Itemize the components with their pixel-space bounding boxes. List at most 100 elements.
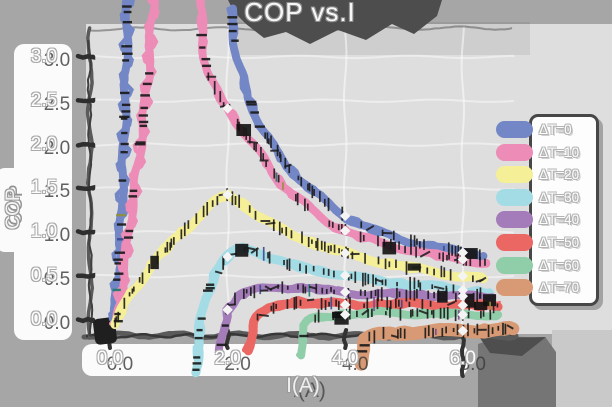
diamond-marker [222, 251, 233, 263]
legend-label: ΔT=20 [539, 167, 580, 183]
y-tick-band-bg [14, 44, 72, 340]
corner-panel [552, 330, 612, 407]
y-tick-label: 0.0 [30, 309, 58, 330]
legend-label: ΔT=0 [539, 122, 572, 137]
grid-h [87, 230, 515, 235]
legend-label: ΔT=40 [539, 212, 580, 228]
legend-item: ΔT=10 [496, 141, 579, 164]
legend-label: ΔT=50 [539, 235, 580, 250]
error-cap [258, 313, 269, 317]
diamond-marker [457, 300, 468, 311]
error-cap [247, 140, 259, 145]
legend-item: ΔT=50 [496, 231, 579, 254]
x-tick-band-bg [82, 344, 468, 376]
error-cap [506, 324, 514, 330]
legend-swatch [496, 121, 533, 138]
legend-swatch [496, 166, 533, 184]
grid-h [87, 54, 515, 60]
y-tick-mark [75, 229, 96, 236]
y-tick-mark [75, 53, 96, 60]
series-line-dt-10 [109, 0, 491, 329]
x-axis-label: I(A) [286, 374, 320, 397]
corner-shadow-dark [480, 337, 546, 356]
diamond-marker [340, 309, 351, 320]
legend-swatch [496, 256, 533, 274]
legend-swatch [496, 143, 533, 161]
grid-v [343, 25, 348, 333]
diamond-marker [457, 309, 468, 320]
error-blob [463, 248, 478, 259]
legend-item: ΔT=30 [496, 186, 579, 209]
y-axis-label: COP [3, 188, 24, 230]
legend-label: ΔT=30 [539, 189, 580, 205]
diamond-marker [222, 103, 233, 114]
y-tick-mark [75, 184, 96, 192]
error-bars [112, 5, 514, 371]
y-tick-label: 1.0 [30, 221, 58, 243]
legend-box [529, 114, 599, 306]
diamond-marker [340, 286, 351, 298]
title-shadow-blob [228, 0, 442, 44]
error-blob [382, 241, 397, 255]
legend-label: ΔT=70 [539, 280, 580, 296]
diamond-marker [457, 325, 468, 337]
y-tick-mark [75, 97, 96, 104]
legend-swatch [496, 188, 533, 206]
error-blob [474, 301, 488, 311]
x-tick-label: 6.0 [449, 348, 477, 369]
diamond-marker [340, 225, 351, 236]
error-cap [390, 334, 399, 339]
diamond-marker [457, 284, 468, 296]
error-cap [245, 246, 256, 251]
grid-h [87, 98, 515, 103]
error-blob [235, 243, 249, 257]
error-cap [374, 278, 384, 283]
legend-item: ΔT=60 [496, 254, 579, 277]
legend-item: ΔT=20 [496, 163, 579, 186]
diamond-marker [340, 299, 351, 310]
y-tick-label: 3.0 [30, 45, 58, 67]
series-lines [108, 0, 520, 378]
y-tick-label: 2.0 [30, 133, 58, 155]
error-blob [437, 290, 448, 303]
y-tick-label: 0.5 [30, 265, 58, 287]
diamond-marker [457, 270, 468, 282]
legend-label: ΔT=10 [539, 144, 580, 160]
diamond-marker [457, 254, 468, 265]
x-tick-mark [341, 328, 349, 350]
error-cap [447, 300, 456, 306]
y-tick-label: 2.5 [30, 89, 58, 111]
diamond-marker [222, 189, 233, 200]
error-cap [478, 276, 487, 283]
series-line-dt-30 [191, 242, 494, 378]
x-tick-label: 4.0 [331, 348, 359, 369]
legend-swatch [496, 211, 533, 229]
legend-label: ΔT=60 [539, 257, 580, 273]
series-line-dt-50 [241, 295, 503, 356]
error-cap [419, 250, 431, 258]
y-axis-label-bg [0, 168, 22, 252]
error-cap [306, 298, 315, 302]
diamond-marker [340, 270, 351, 281]
error-cap [365, 224, 375, 232]
y-tick-mark [75, 142, 96, 148]
y-tick-label: 1.5 [30, 177, 58, 199]
chart-title: COP vs.I [244, 0, 356, 27]
grid-v [225, 25, 230, 333]
diamond-markers [222, 103, 468, 337]
error-blob [483, 294, 497, 307]
grid-h [87, 142, 515, 147]
diamond-marker [340, 210, 351, 222]
legend-item: ΔT=40 [496, 208, 579, 231]
legend-item: ΔT=70 [496, 276, 579, 299]
error-blob [150, 255, 159, 270]
diamond-marker [457, 247, 468, 258]
error-cap [283, 163, 292, 168]
grid-v [460, 25, 466, 333]
error-cap [433, 285, 445, 290]
x-tick-label: 2.0 [214, 348, 241, 369]
corner-shadow [478, 336, 556, 407]
y-tick-mark [75, 316, 96, 325]
